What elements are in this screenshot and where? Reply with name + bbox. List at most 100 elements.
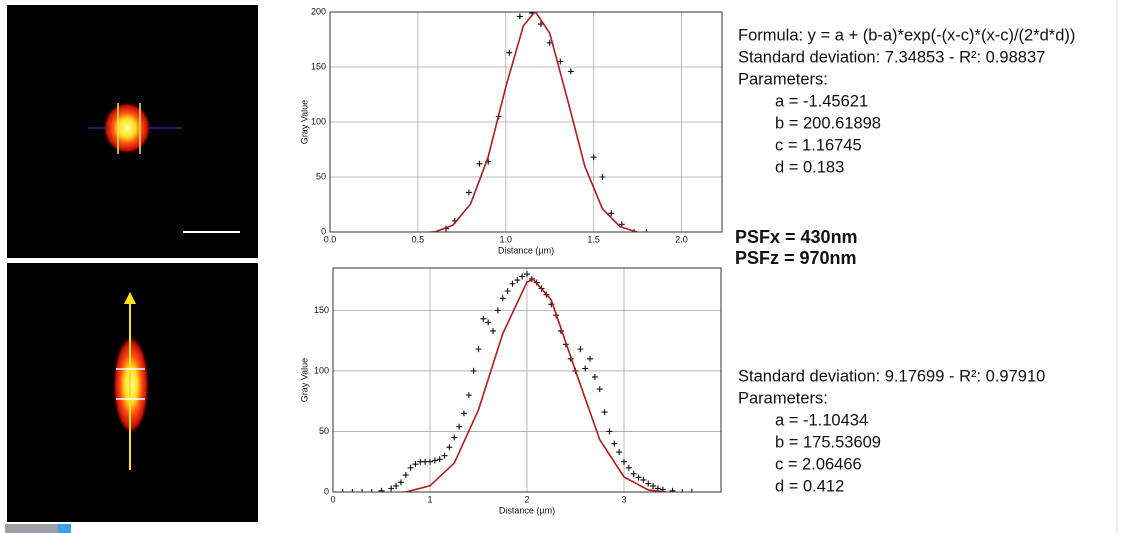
parameter: a = -1.10434 [775, 411, 868, 429]
y-tick-label: 0 [321, 226, 326, 236]
data-point [499, 295, 506, 302]
data-point [630, 470, 637, 477]
fit-stats: Standard deviation: 7.34853 - R²: 0.9883… [738, 48, 1045, 66]
plot-marks [423, 12, 650, 232]
data-point [378, 487, 385, 492]
data-point [590, 154, 597, 161]
data-point [465, 189, 472, 196]
data-point [402, 472, 409, 479]
psf-result: PSFx = 430nm [735, 227, 858, 247]
parameter: b = 200.61898 [775, 114, 881, 132]
data-point [436, 456, 443, 463]
data-point [407, 464, 414, 471]
data-point [516, 13, 523, 20]
fit-curve [389, 278, 673, 492]
parameter: c = 2.06466 [775, 455, 862, 473]
data-point [599, 174, 606, 180]
data-point [601, 409, 608, 416]
data-point [359, 489, 366, 492]
plot-frame [332, 267, 722, 493]
data-point [446, 444, 453, 451]
data-point [451, 434, 458, 441]
plot-frame [329, 11, 723, 233]
data-point [441, 452, 448, 459]
data-point [650, 482, 657, 489]
data-point [679, 489, 686, 492]
x-tick-label: 3 [621, 494, 626, 504]
data-point [339, 489, 346, 492]
data-point [557, 58, 564, 65]
data-point [606, 428, 613, 435]
x-tick-label: 1.5 [587, 234, 600, 244]
data-point [349, 489, 356, 492]
data-point [412, 461, 419, 468]
data-point [456, 423, 463, 430]
parameter: c = 1.16745 [775, 136, 862, 154]
y-tick-label: 50 [319, 426, 329, 436]
x-tick-label: 2 [524, 494, 529, 504]
data-point [519, 273, 526, 280]
x-tick-label: 0.5 [412, 234, 425, 244]
fit-curve [423, 12, 647, 232]
data-point [618, 221, 625, 228]
data-point [388, 485, 395, 492]
data-point [506, 49, 513, 56]
data-point [625, 464, 632, 471]
data-point [616, 449, 623, 456]
plot-marks [339, 271, 695, 492]
data-point [397, 479, 404, 486]
x-tick-label: 0.0 [324, 234, 337, 244]
data-point [393, 482, 400, 489]
parameter: d = 0.412 [775, 477, 844, 495]
data-point [460, 410, 467, 417]
data-point [688, 489, 695, 492]
data-point [645, 480, 652, 487]
y-tick-label: 100 [314, 365, 329, 375]
data-point [485, 319, 492, 326]
x-tick-label: 1.0 [500, 234, 513, 244]
data-point [470, 367, 477, 374]
data-point [591, 373, 598, 380]
y-tick-label: 100 [311, 116, 326, 126]
parameters-label: Parameters: [738, 389, 828, 407]
data-point [669, 487, 676, 492]
image-xz [7, 263, 258, 522]
parameters-label: Parameters: [738, 70, 828, 88]
psf-result: PSFz = 970nm [735, 248, 857, 268]
y-tick-label: 50 [316, 171, 326, 181]
parameter: b = 175.53609 [775, 433, 881, 451]
data-point [577, 346, 584, 353]
y-axis-label: Gray Value [299, 100, 309, 144]
fit-stats: Standard deviation: 9.17699 - R²: 0.9791… [738, 367, 1045, 385]
data-point [635, 474, 642, 481]
data-point [567, 68, 574, 75]
toolbar-icon[interactable] [5, 524, 71, 533]
data-point [480, 315, 487, 322]
data-point [509, 280, 516, 287]
y-tick-label: 200 [311, 6, 326, 16]
x-axis-label: Distance (µm) [499, 505, 555, 515]
data-point [490, 327, 497, 334]
data-point [596, 386, 603, 393]
data-point [431, 457, 438, 464]
data-point [587, 355, 594, 362]
data-point [504, 288, 511, 295]
data-point [514, 277, 521, 284]
data-point [640, 476, 647, 483]
data-point [427, 458, 433, 465]
data-point [475, 346, 482, 353]
x-tick-label: 2.0 [675, 234, 688, 244]
x-tick-label: 1 [427, 494, 432, 504]
y-axis-label: Gray Value [299, 358, 309, 402]
data-point [494, 307, 501, 314]
fit-formula: Formula: y = a + (b-a)*exp(-(x-c)*(x-c)/… [738, 26, 1075, 44]
data-point [611, 440, 618, 447]
y-tick-label: 150 [311, 61, 326, 71]
y-tick-label: 0 [324, 486, 329, 496]
parameter: d = 0.183 [775, 158, 844, 176]
image-xy [7, 5, 258, 258]
data-point [643, 229, 650, 232]
data-point [476, 160, 483, 167]
